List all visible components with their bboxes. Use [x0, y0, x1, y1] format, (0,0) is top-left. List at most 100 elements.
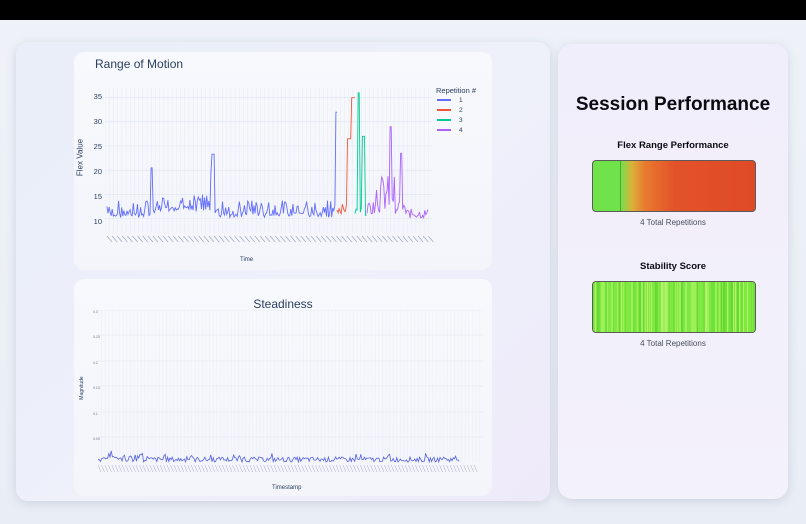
stability-stripe	[733, 282, 734, 332]
stability-stripe	[721, 282, 722, 332]
x-tick-label	[341, 235, 347, 243]
x-tick-label	[408, 464, 412, 473]
legend-item-2[interactable]: 2	[437, 105, 486, 115]
x-tick-label	[256, 464, 260, 473]
x-tick-label	[166, 464, 171, 473]
x-tick-label	[361, 235, 368, 243]
stability-stripe	[641, 282, 643, 332]
x-tick-label	[170, 464, 174, 473]
x-tick-label	[208, 464, 212, 473]
x-tick-label	[280, 464, 285, 473]
x-tick-label	[239, 464, 243, 473]
legend-item-1[interactable]: 1	[437, 95, 486, 105]
legend-label: 1	[459, 96, 463, 104]
stability-stripe	[675, 282, 676, 332]
x-tick-label	[142, 464, 147, 473]
x-tick-label	[439, 464, 443, 473]
x-tick-label	[132, 464, 136, 473]
x-tick-label	[183, 235, 189, 243]
stability-stripe	[603, 282, 605, 332]
x-tick-label	[384, 464, 388, 473]
x-tick-label	[98, 464, 102, 473]
stability-stripe	[677, 282, 678, 332]
stability-stripe	[611, 282, 613, 332]
stability-stripe	[705, 282, 707, 332]
legend-item-4[interactable]: 4	[437, 125, 486, 135]
x-tick-label	[204, 464, 209, 473]
stability-stripe	[615, 282, 616, 332]
x-tick-label	[157, 235, 164, 243]
stability-stripe	[635, 282, 636, 332]
steadiness-chart-xlabel: Timestamp	[272, 485, 302, 491]
x-tick-label	[422, 464, 426, 473]
x-tick-label	[473, 464, 478, 473]
stability-stripe	[719, 282, 720, 332]
x-tick-label	[221, 464, 226, 473]
stability-stripe	[743, 282, 744, 332]
stability-stripe	[695, 282, 696, 332]
legend-swatch	[437, 109, 451, 111]
stability-stripe	[629, 282, 631, 332]
legend-swatch	[437, 119, 451, 121]
x-tick-label	[336, 235, 342, 243]
x-tick-label	[213, 235, 220, 243]
x-tick-label	[246, 464, 250, 473]
x-tick-label	[463, 464, 467, 473]
x-tick-label	[349, 464, 354, 473]
stability-stripe	[715, 282, 717, 332]
stability-stripe	[689, 282, 690, 332]
x-tick-label	[425, 464, 429, 473]
x-tick-label	[163, 464, 167, 473]
x-tick-label	[235, 464, 240, 473]
range-legend: Repetition # 1 2 3 4	[432, 86, 486, 140]
steady-ytick: 0.2	[93, 361, 98, 365]
stability-stripe	[613, 282, 614, 332]
x-tick-label	[224, 235, 230, 243]
x-tick-label	[318, 464, 323, 473]
series-4-line	[366, 126, 429, 220]
stability-stripe	[685, 282, 687, 332]
stability-stripe	[751, 282, 752, 332]
steady-ytick: 0.25	[93, 335, 100, 339]
x-tick-label	[428, 464, 433, 473]
stability-stripe	[739, 282, 740, 332]
x-tick-label	[308, 464, 312, 473]
x-tick-label	[470, 464, 474, 473]
x-tick-label	[412, 235, 419, 243]
x-tick-label	[356, 235, 363, 243]
x-tick-label	[180, 464, 185, 473]
x-tick-label	[442, 464, 447, 473]
x-tick-label	[310, 235, 317, 243]
stability-stripe	[699, 282, 700, 332]
x-tick-label	[190, 464, 195, 473]
stability-stripe	[607, 282, 608, 332]
x-tick-label	[387, 464, 392, 473]
stability-stripe	[669, 282, 670, 332]
x-tick-label	[391, 464, 395, 473]
stability-bar	[592, 281, 756, 333]
flex-range-subtitle: 4 Total Repetitions	[640, 218, 706, 227]
x-tick-label	[346, 464, 350, 473]
x-tick-label	[115, 464, 119, 473]
range-chart-title: Range of Motion	[95, 57, 184, 71]
x-tick-label	[380, 464, 385, 473]
range-of-motion-plot	[105, 88, 432, 233]
x-tick-label	[156, 464, 160, 473]
legend-item-3[interactable]: 3	[437, 115, 486, 125]
x-tick-label	[106, 235, 113, 243]
x-tick-label	[322, 464, 326, 473]
x-tick-label	[353, 464, 357, 473]
x-tick-label	[270, 464, 274, 473]
stability-stripe	[749, 282, 750, 332]
x-tick-label	[294, 464, 298, 473]
x-tick-label	[111, 464, 116, 473]
x-tick-label	[311, 464, 316, 473]
x-tick-label	[232, 464, 236, 473]
x-tick-label	[249, 464, 254, 473]
steady-ytick: 0.1	[93, 412, 98, 416]
x-tick-label	[225, 464, 229, 473]
x-tick-label	[415, 464, 419, 473]
stability-stripe	[599, 282, 600, 332]
x-tick-label	[263, 464, 267, 473]
x-tick-label	[315, 235, 322, 243]
